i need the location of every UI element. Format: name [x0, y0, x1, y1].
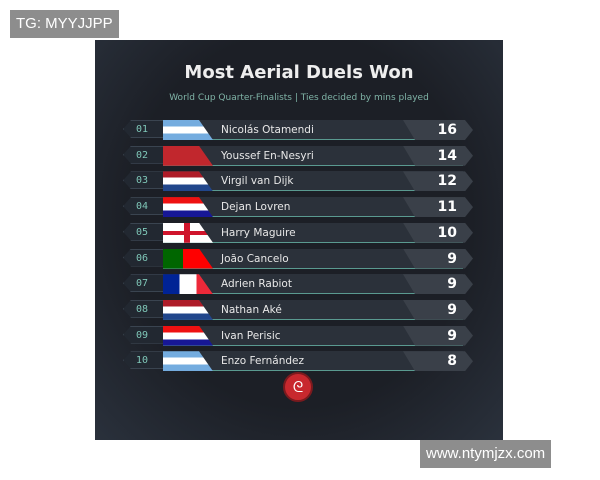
player-name: Nicolás Otamendi: [221, 124, 314, 136]
rank-label: 07: [123, 274, 165, 293]
duels-value: 12: [403, 171, 473, 192]
table-row: 05 Harry Maguire 10: [123, 222, 473, 243]
duels-value: 11: [403, 197, 473, 218]
player-name: Enzo Fernández: [221, 355, 305, 368]
player-name: Ivan Perisic: [221, 329, 281, 342]
rank-label: 02: [123, 145, 165, 164]
duels-value: 9: [403, 274, 473, 295]
table-row: 04 Dejan Lovren 11: [123, 197, 473, 218]
rank-label: 10: [123, 351, 165, 370]
duels-value: 9: [403, 299, 473, 320]
row-bar: [163, 299, 463, 320]
player-name: Dejan Lovren: [221, 201, 291, 214]
duels-value: 10: [403, 222, 473, 243]
rank-label: 03: [123, 171, 165, 190]
table-row: 02 Youssef En-Nesyri 14: [123, 145, 473, 166]
rank-label: 01: [123, 120, 165, 138]
watermark-top: TG: MYYJJPP: [10, 10, 119, 38]
infographic-card: Most Aerial Duels Won World Cup Quarter-…: [95, 40, 503, 440]
france-flag-icon: [163, 274, 213, 295]
rank-label: 06: [123, 248, 165, 267]
table-row: 01 Nicolás Otamendi 16: [123, 120, 473, 140]
netherlands-flag-icon: [163, 171, 213, 192]
table-row: 03 Virgil van Dijk 12: [123, 171, 473, 192]
duels-value: 8: [403, 351, 473, 372]
table-row: 08 Nathan Aké 9: [123, 299, 473, 320]
player-name: João Cancelo: [221, 252, 289, 265]
row-bar: [163, 248, 463, 269]
player-name: Virgil van Dijk: [221, 175, 294, 188]
argentina-flag-icon: [163, 120, 213, 140]
row-bar: [163, 222, 463, 243]
row-bar: [163, 145, 463, 166]
player-name: Harry Maguire: [221, 226, 296, 239]
table-row: 10 Enzo Fernández 8: [123, 351, 473, 372]
player-name: Nathan Aké: [221, 303, 282, 316]
table-row: 06 João Cancelo 9: [123, 248, 473, 269]
watermark-bottom: www.ntymjzx.com: [420, 440, 552, 468]
brand-logo-icon: ᘓ: [283, 372, 313, 402]
netherlands-flag-icon: [163, 299, 213, 320]
table-row: 07 Adrien Rabiot 9: [123, 274, 473, 295]
morocco-flag-icon: [163, 145, 213, 166]
argentina-flag-icon: [163, 351, 213, 372]
player-name: Adrien Rabiot: [221, 278, 292, 291]
duels-value: 14: [403, 145, 473, 166]
rank-label: 04: [123, 197, 165, 216]
row-bar: [163, 325, 463, 346]
croatia-flag-icon: [163, 197, 213, 218]
table-row: 09 Ivan Perisic 9: [123, 325, 473, 346]
row-bar: [163, 120, 463, 140]
croatia-flag-icon: [163, 325, 213, 346]
portugal-flag-icon: [163, 248, 213, 269]
player-name: Youssef En-Nesyri: [221, 149, 314, 162]
england-flag-icon: [163, 222, 213, 243]
chart-title: Most Aerial Duels Won: [184, 62, 414, 83]
row-bar: [163, 274, 463, 295]
row-bar: [163, 171, 463, 192]
chart-subtitle: World Cup Quarter-Finalists | Ties decid…: [169, 93, 429, 103]
rank-label: 09: [123, 325, 165, 344]
duels-value: 9: [403, 325, 473, 346]
row-bar: [163, 351, 463, 372]
duels-value: 9: [403, 248, 473, 269]
duels-value: 16: [403, 120, 473, 140]
rank-label: 05: [123, 222, 165, 241]
rank-label: 08: [123, 299, 165, 318]
row-bar: [163, 197, 463, 218]
